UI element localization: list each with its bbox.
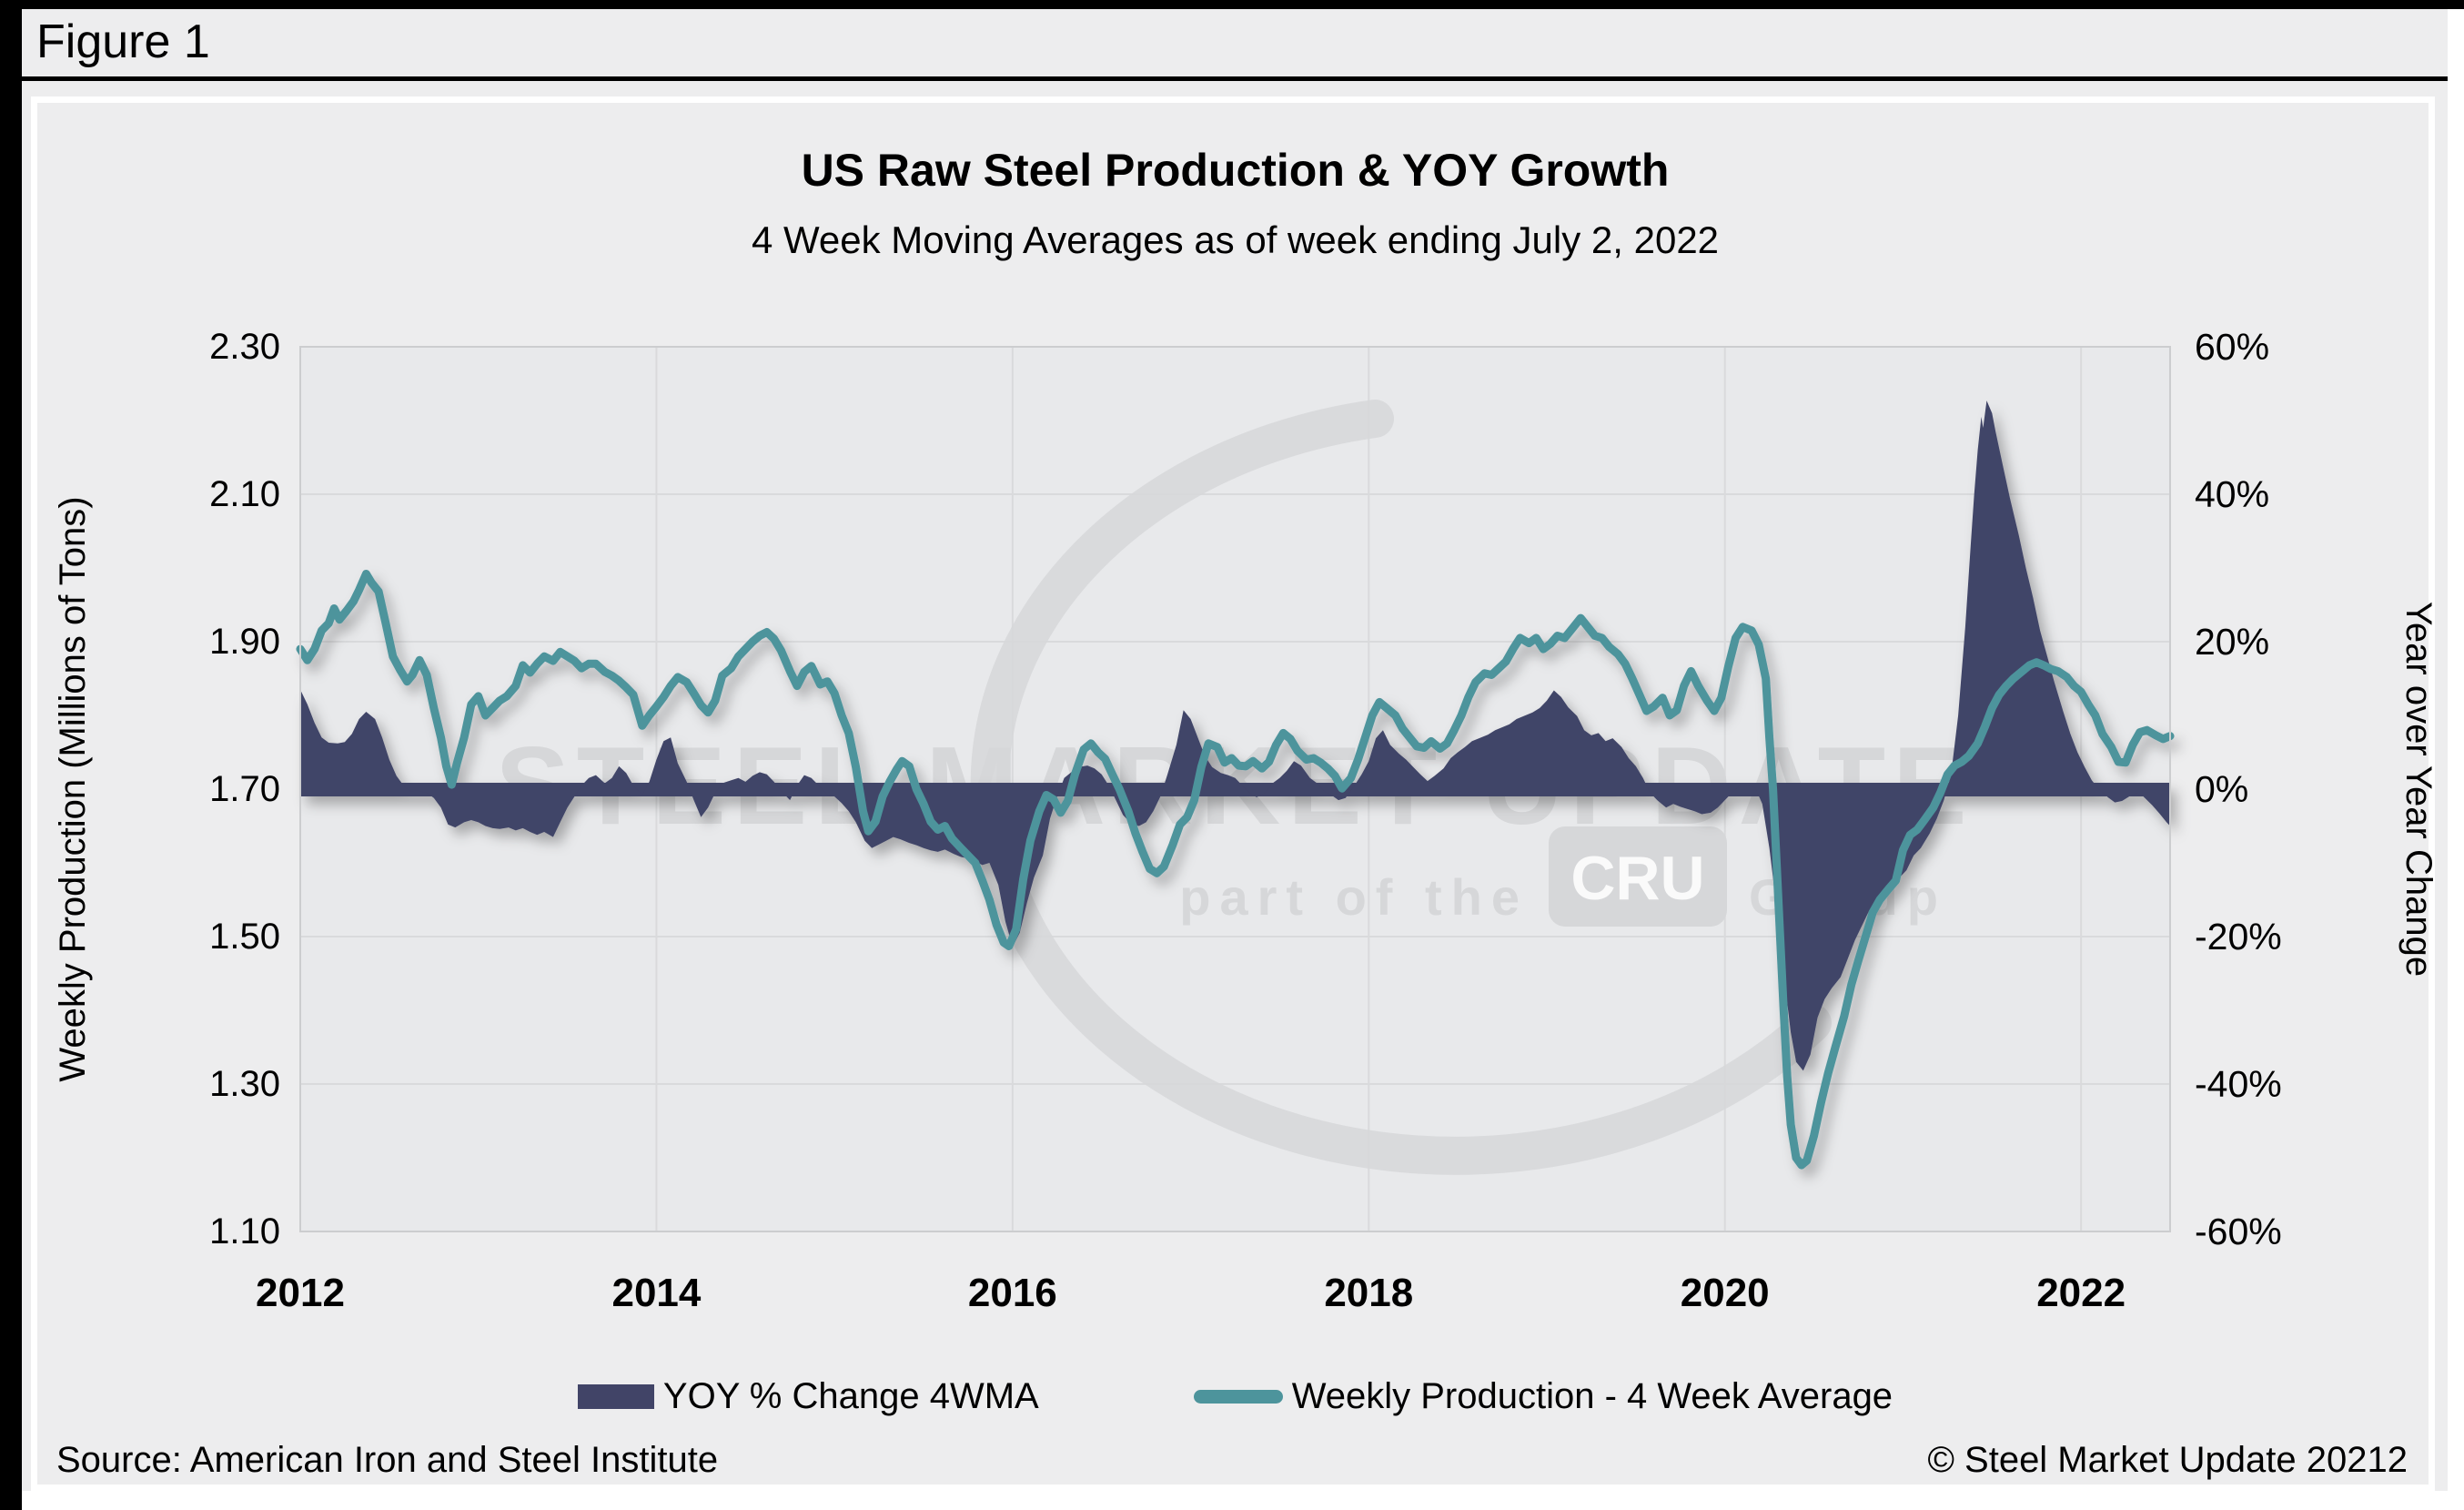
figure-rule bbox=[22, 76, 2448, 81]
right-axis-title: Year over Year Change bbox=[2398, 601, 2439, 978]
figure-label: Figure 1 bbox=[36, 15, 210, 68]
x-axis-tick: 2016 bbox=[967, 1271, 1057, 1315]
legend: YOY % Change 4WMA Weekly Production - 4 … bbox=[300, 1376, 2170, 1417]
legend-label-production: Weekly Production - 4 Week Average bbox=[1291, 1376, 1893, 1416]
legend-item-yoy: YOY % Change 4WMA bbox=[577, 1376, 1039, 1417]
cru-logo-text: CRU bbox=[1570, 844, 1704, 913]
plot-area: part of the STEEL MARKET UPDATE CRU Grou… bbox=[296, 346, 2175, 1232]
left-axis-title: Weekly Production (Millions of Tons) bbox=[53, 496, 93, 1082]
x-axis-tick: 2014 bbox=[611, 1271, 702, 1315]
right-axis-tick: -60% bbox=[2195, 1211, 2282, 1252]
source-note: Source: American Iron and Steel Institut… bbox=[56, 1440, 719, 1480]
watermark-swoosh-icon bbox=[970, 400, 1832, 1175]
right-axis-tick: 20% bbox=[2195, 621, 2270, 663]
x-axis-tick: 2018 bbox=[1324, 1271, 1414, 1315]
yoy-area-series bbox=[300, 400, 2170, 1071]
left-axis-tick: 1.50 bbox=[209, 917, 280, 957]
cru-logo-box bbox=[1549, 826, 1727, 927]
left-axis-tick: 2.10 bbox=[209, 474, 280, 514]
frame-left-border bbox=[0, 0, 22, 1510]
production-line-swatch-icon bbox=[1193, 1390, 1283, 1404]
left-axis-tick: 1.30 bbox=[209, 1064, 280, 1104]
left-axis-tick: 1.10 bbox=[209, 1211, 280, 1252]
legend-item-production: Weekly Production - 4 Week Average bbox=[1193, 1376, 1893, 1417]
left-axis-tick: 2.30 bbox=[209, 327, 280, 367]
copyright-note: © Steel Market Update 20212 bbox=[1927, 1440, 2408, 1480]
x-axis-tick: 2012 bbox=[256, 1271, 345, 1315]
right-axis-tick: -20% bbox=[2195, 916, 2282, 958]
left-axis-tick: 1.90 bbox=[209, 622, 280, 662]
watermark-text: part of the bbox=[1179, 868, 1529, 926]
right-axis-tick: 0% bbox=[2195, 768, 2249, 810]
right-axis-tick: 60% bbox=[2195, 326, 2270, 368]
plot-border bbox=[299, 346, 2171, 1232]
legend-label-yoy: YOY % Change 4WMA bbox=[662, 1376, 1039, 1416]
production-line-series bbox=[296, 570, 2175, 1170]
footer: Source: American Iron and Steel Institut… bbox=[56, 1440, 2408, 1481]
right-axis-tick: -40% bbox=[2195, 1063, 2282, 1105]
left-axis-tick: 1.70 bbox=[209, 769, 280, 809]
chart-subtitle: 4 Week Moving Averages as of week ending… bbox=[751, 218, 1720, 261]
frame-top-border bbox=[0, 0, 2464, 9]
chart-title: US Raw Steel Production & YOY Growth bbox=[801, 145, 1670, 196]
yoy-area-swatch-icon bbox=[577, 1384, 654, 1409]
x-axis-tick: 2020 bbox=[1680, 1271, 1770, 1315]
right-axis-tick: 40% bbox=[2195, 473, 2270, 515]
x-axis-tick: 2022 bbox=[2036, 1271, 2126, 1315]
